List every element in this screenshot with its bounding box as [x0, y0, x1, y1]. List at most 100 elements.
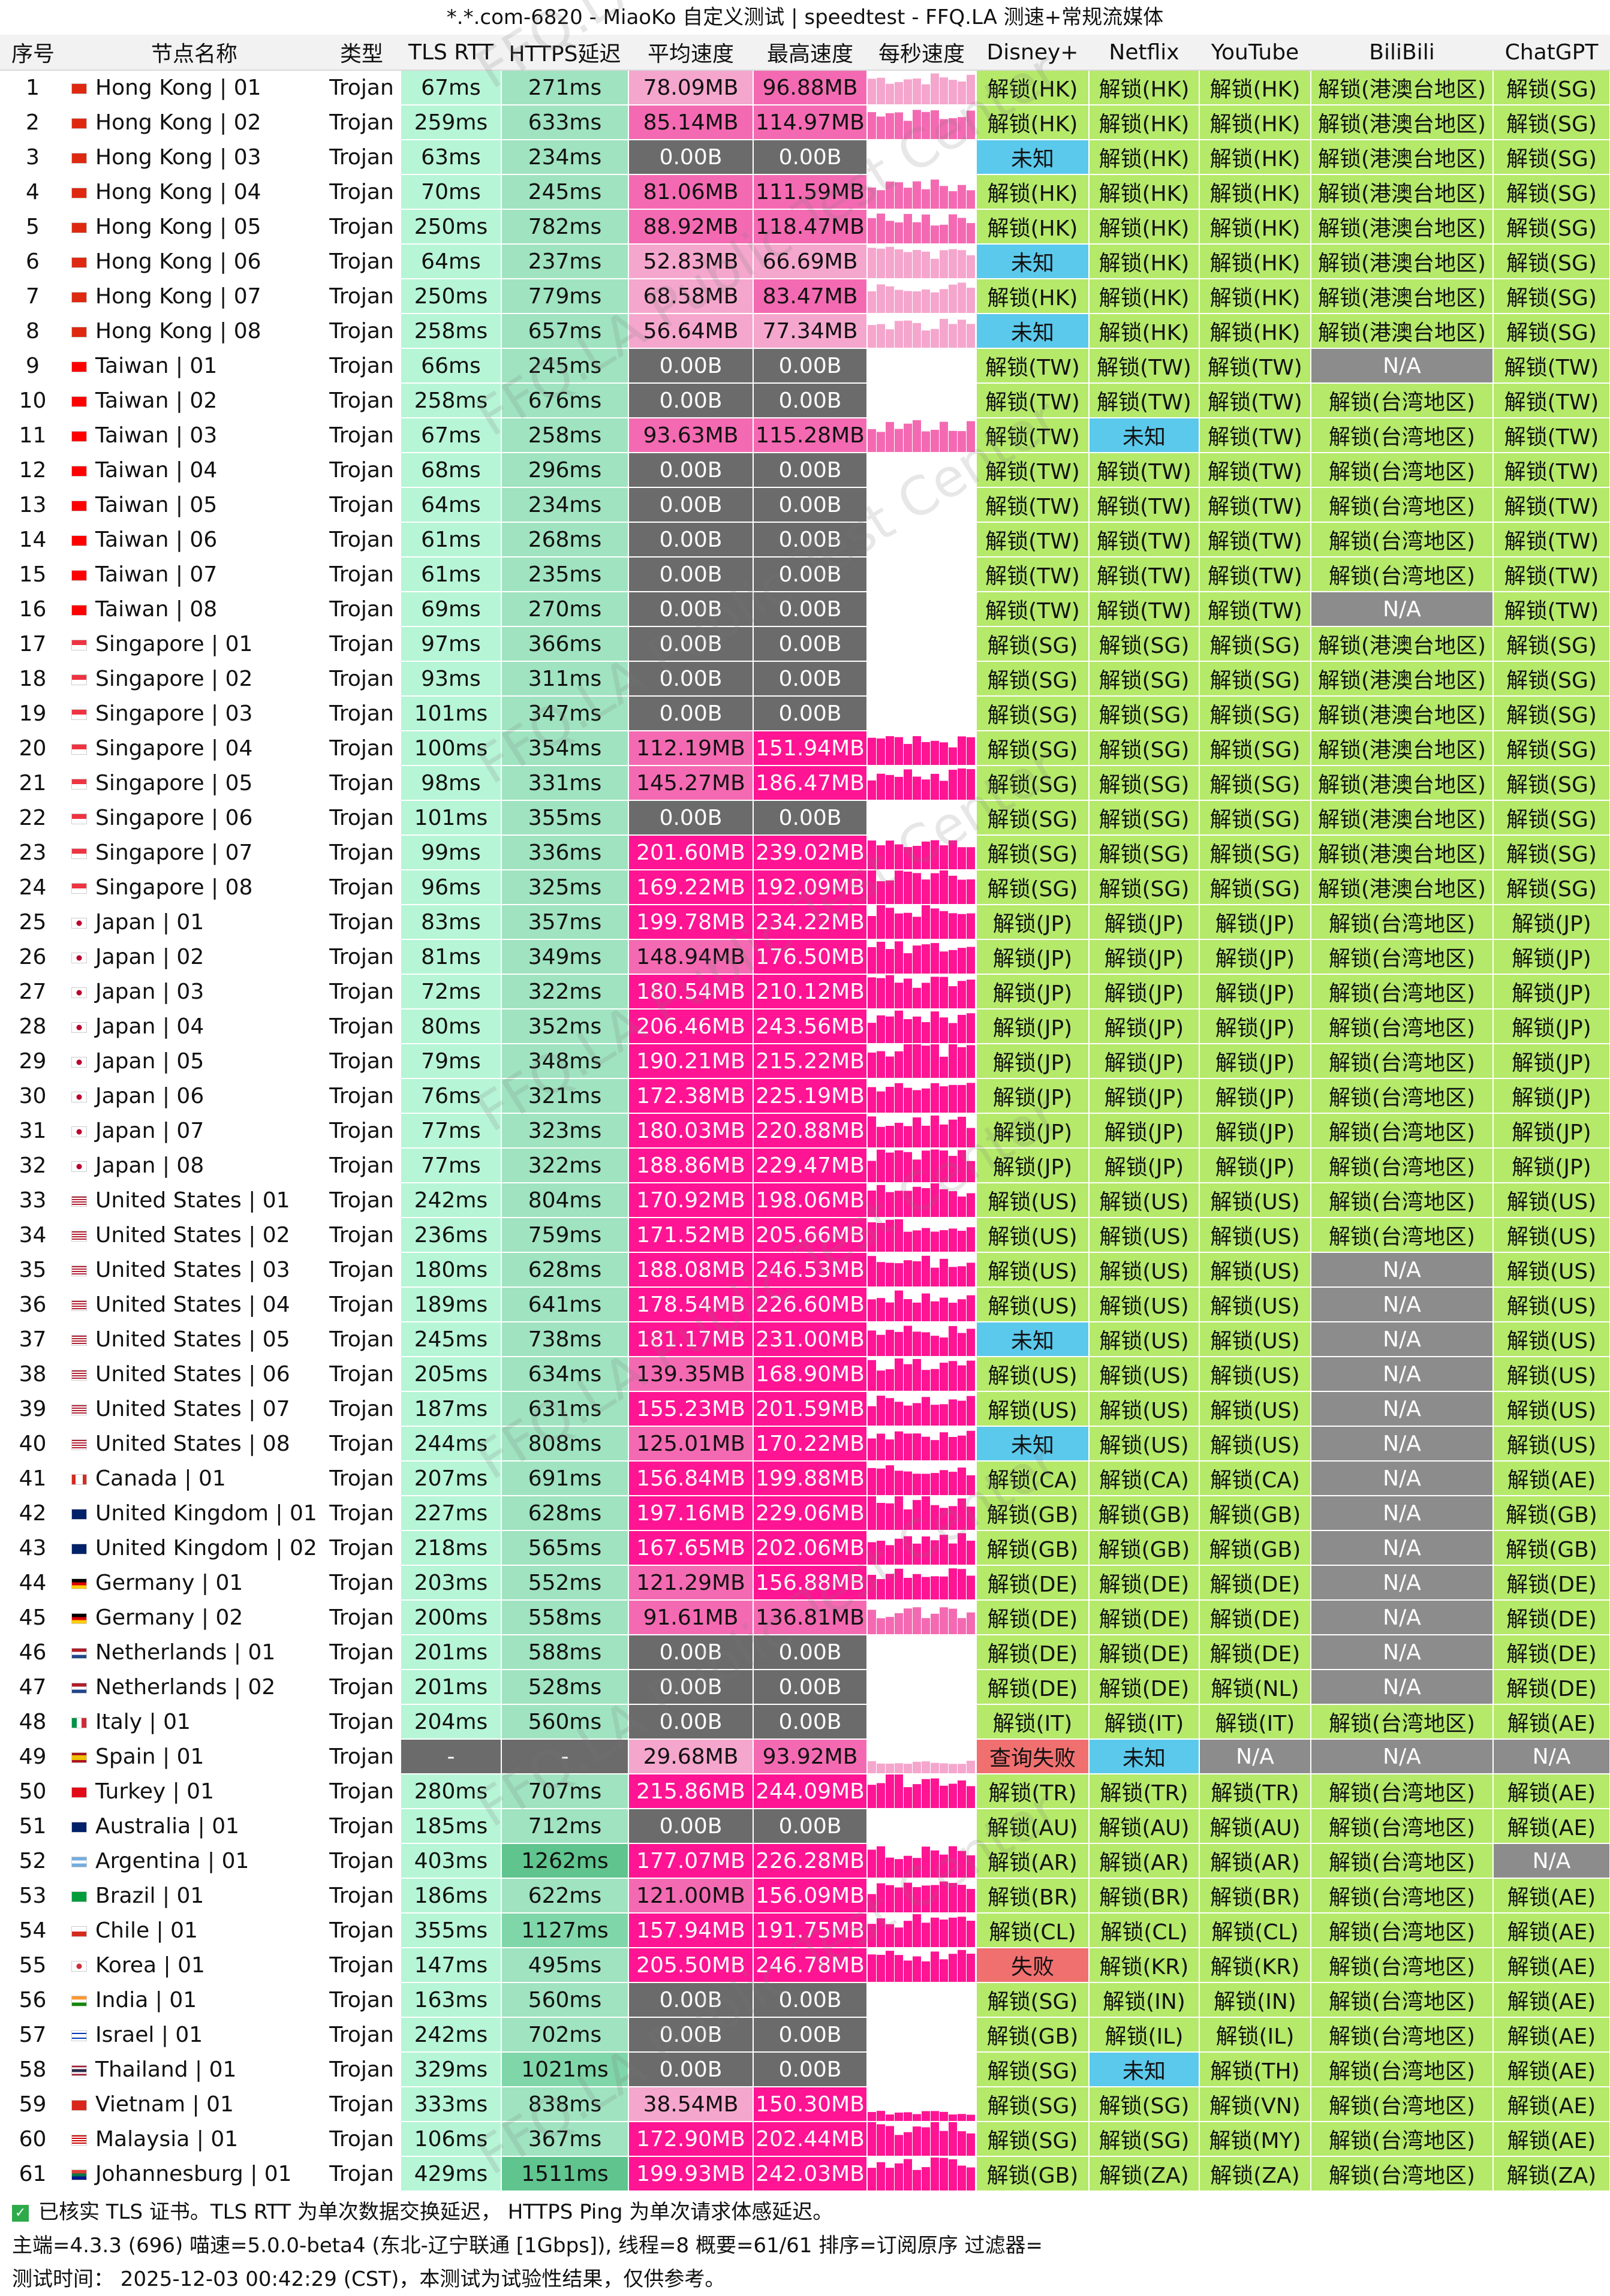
- table-row[interactable]: 23 Singapore | 07 Trojan 99ms 336ms 201.60MB 2…: [0, 835, 1610, 870]
- table-row[interactable]: 51 Australia | 01 Trojan 185ms 712ms 0.00B 0.0…: [0, 1809, 1610, 1844]
- protocol-type: Trojan: [323, 1878, 401, 1914]
- table-row[interactable]: 45 Germany | 02 Trojan 200ms 558ms 91.61MB 136…: [0, 1600, 1610, 1635]
- table-row[interactable]: 17 Singapore | 01 Trojan 97ms 366ms 0.00B 0.00…: [0, 626, 1610, 662]
- sparkline-bar: [868, 916, 876, 938]
- col-header-tls[interactable]: TLS RTT: [401, 35, 501, 71]
- row-number: 40: [0, 1426, 67, 1462]
- table-row[interactable]: 24 Singapore | 08 Trojan 96ms 325ms 169.22MB 1…: [0, 870, 1610, 905]
- table-row[interactable]: 9 Taiwan | 01 Trojan 66ms 245ms 0.00B 0.00B 解锁(…: [0, 348, 1610, 384]
- table-row[interactable]: 39 United States | 07 Trojan 187ms 631ms 155.…: [0, 1391, 1610, 1427]
- table-row[interactable]: 18 Singapore | 02 Trojan 93ms 311ms 0.00B 0.00…: [0, 661, 1610, 697]
- table-row[interactable]: 32 Japan | 08 Trojan 77ms 322ms 188.86MB 229.4…: [0, 1148, 1610, 1183]
- sparkline-bar: [949, 2122, 957, 2155]
- table-row[interactable]: 16 Taiwan | 08 Trojan 69ms 270ms 0.00B 0.00B 解锁…: [0, 592, 1610, 627]
- row-number: 61: [0, 2156, 67, 2192]
- sparkline-bar: [868, 1849, 876, 1877]
- bili-unlock-cell: N/A: [1311, 1600, 1494, 1635]
- sparkline-bar: [904, 912, 912, 938]
- table-row[interactable]: 14 Taiwan | 06 Trojan 61ms 268ms 0.00B 0.00B 解锁…: [0, 522, 1610, 558]
- speed-sparkline: [867, 1009, 977, 1044]
- table-row[interactable]: 15 Taiwan | 07 Trojan 61ms 235ms 0.00B 0.00B 解锁…: [0, 557, 1610, 592]
- col-header-max[interactable]: 最高速度: [753, 35, 867, 71]
- max-speed-cell: 170.22MB: [753, 1426, 868, 1462]
- sparkline-bar: [940, 1363, 948, 1390]
- table-row[interactable]: 42 United Kingdom | 01 Trojan 227ms 628ms 197…: [0, 1496, 1610, 1531]
- table-row[interactable]: 57 Israel | 01 Trojan 242ms 702ms 0.00B 0.00B 解…: [0, 2017, 1610, 2053]
- table-row[interactable]: 59 Vietnam | 01 Trojan 333ms 838ms 38.54MB 150…: [0, 2087, 1610, 2122]
- table-row[interactable]: 21 Singapore | 05 Trojan 98ms 331ms 145.27MB 1…: [0, 766, 1610, 801]
- https-latency-cell: 622ms: [501, 1878, 629, 1914]
- table-row[interactable]: 3 Hong Kong | 03 Trojan 63ms 234ms 0.00B 0.00B…: [0, 140, 1610, 175]
- table-row[interactable]: 46 Netherlands | 01 Trojan 201ms 588ms 0.00B 0…: [0, 1635, 1610, 1670]
- table-row[interactable]: 48 Italy | 01 Trojan 204ms 560ms 0.00B 0.00B 解锁…: [0, 1704, 1610, 1740]
- col-header-avg[interactable]: 平均速度: [628, 35, 753, 71]
- table-row[interactable]: 5 Hong Kong | 05 Trojan 250ms 782ms 88.92MB 11…: [0, 209, 1610, 245]
- sparkline-bar: [931, 1762, 939, 1773]
- table-row[interactable]: 30 Japan | 06 Trojan 76ms 321ms 172.38MB 225.1…: [0, 1078, 1610, 1114]
- table-row[interactable]: 37 United States | 05 Trojan 245ms 738ms 181.…: [0, 1322, 1610, 1357]
- protocol-type: Trojan: [323, 974, 401, 1010]
- table-row[interactable]: 58 Thailand | 01 Trojan 329ms 1021ms 0.00B 0.0…: [0, 2052, 1610, 2087]
- table-row[interactable]: 20 Singapore | 04 Trojan 100ms 354ms 112.19MB…: [0, 731, 1610, 766]
- table-row[interactable]: 19 Singapore | 03 Trojan 101ms 347ms 0.00B 0.0…: [0, 696, 1610, 731]
- table-row[interactable]: 26 Japan | 02 Trojan 81ms 349ms 148.94MB 176.5…: [0, 939, 1610, 975]
- sparkline-bar: [895, 983, 903, 1008]
- table-row[interactable]: 31 Japan | 07 Trojan 77ms 323ms 180.03MB 220.8…: [0, 1113, 1610, 1149]
- col-header-node[interactable]: 节点名称: [66, 35, 323, 71]
- netflix-unlock-cell: 解锁(US): [1089, 1218, 1200, 1253]
- col-header-type[interactable]: 类型: [323, 35, 401, 71]
- row-number: 52: [0, 1843, 67, 1879]
- table-row[interactable]: 38 United States | 06 Trojan 205ms 634ms 139.…: [0, 1357, 1610, 1392]
- table-row[interactable]: 60 Malaysia | 01 Trojan 106ms 367ms 172.90MB 2…: [0, 2122, 1610, 2157]
- table-row[interactable]: 29 Japan | 05 Trojan 79ms 348ms 190.21MB 215.2…: [0, 1044, 1610, 1079]
- sparkline-bar: [886, 286, 894, 312]
- table-row[interactable]: 13 Taiwan | 05 Trojan 64ms 234ms 0.00B 0.00B 解锁…: [0, 487, 1610, 523]
- sparkline-bar: [922, 330, 930, 347]
- table-row[interactable]: 43 United Kingdom | 02 Trojan 218ms 565ms 167…: [0, 1530, 1610, 1566]
- bili-unlock-cell: 解锁(台湾地区): [1311, 1009, 1494, 1044]
- table-row[interactable]: 34 United States | 02 Trojan 236ms 759ms 171.…: [0, 1218, 1610, 1253]
- col-header-https[interactable]: HTTPS延迟: [501, 35, 628, 71]
- table-row[interactable]: 27 Japan | 03 Trojan 72ms 322ms 180.54MB 210.1…: [0, 974, 1610, 1010]
- table-row[interactable]: 44 Germany | 01 Trojan 203ms 552ms 121.29MB 15…: [0, 1565, 1610, 1601]
- col-header-chatgpt[interactable]: ChatGPT: [1493, 35, 1610, 71]
- table-row[interactable]: 55 Korea | 01 Trojan 147ms 495ms 205.50MB 246.…: [0, 1948, 1610, 1983]
- col-header-youtube[interactable]: YouTube: [1199, 35, 1311, 71]
- table-row[interactable]: 12 Taiwan | 04 Trojan 68ms 296ms 0.00B 0.00B 解锁…: [0, 453, 1610, 488]
- table-row[interactable]: 8 Hong Kong | 08 Trojan 258ms 657ms 56.64MB 77…: [0, 314, 1610, 349]
- table-row[interactable]: 7 Hong Kong | 07 Trojan 250ms 779ms 68.58MB 83…: [0, 279, 1610, 314]
- table-row[interactable]: 35 United States | 03 Trojan 180ms 628ms 188.…: [0, 1252, 1610, 1288]
- table-row[interactable]: 50 Turkey | 01 Trojan 280ms 707ms 215.86MB 244…: [0, 1774, 1610, 1809]
- tls-rtt-cell: 280ms: [401, 1774, 502, 1809]
- table-row[interactable]: 53 Brazil | 01 Trojan 186ms 622ms 121.00MB 156…: [0, 1878, 1610, 1914]
- table-row[interactable]: 47 Netherlands | 02 Trojan 201ms 528ms 0.00B 0…: [0, 1670, 1610, 1705]
- table-row[interactable]: 54 Chile | 01 Trojan 355ms 1127ms 157.94MB 191…: [0, 1913, 1610, 1948]
- table-row[interactable]: 52 Argentina | 01 Trojan 403ms 1262ms 177.07M…: [0, 1843, 1610, 1879]
- table-row[interactable]: 25 Japan | 01 Trojan 83ms 357ms 199.78MB 234.2…: [0, 905, 1610, 940]
- table-row[interactable]: 2 Hong Kong | 02 Trojan 259ms 633ms 85.14MB 11…: [0, 105, 1610, 140]
- table-row[interactable]: 1 Hong Kong | 01 Trojan 67ms 271ms 78.09MB 96.…: [0, 70, 1610, 106]
- col-header-persec[interactable]: 每秒速度: [867, 35, 976, 71]
- table-row[interactable]: 6 Hong Kong | 06 Trojan 64ms 237ms 52.83MB 66.…: [0, 244, 1610, 279]
- table-row[interactable]: 41 Canada | 01 Trojan 207ms 691ms 156.84MB 199…: [0, 1461, 1610, 1496]
- max-speed-cell: 0.00B: [753, 1704, 868, 1740]
- col-header-disney[interactable]: Disney+: [976, 35, 1089, 71]
- table-row[interactable]: 40 United States | 08 Trojan 244ms 808ms 125.…: [0, 1426, 1610, 1462]
- table-row[interactable]: 11 Taiwan | 03 Trojan 67ms 258ms 93.63MB 115.2…: [0, 418, 1610, 453]
- disney-unlock-cell: 解锁(HK): [976, 105, 1090, 140]
- col-header-no[interactable]: 序号: [0, 35, 66, 71]
- table-row[interactable]: 28 Japan | 04 Trojan 80ms 352ms 206.46MB 243.5…: [0, 1009, 1610, 1044]
- table-row[interactable]: 22 Singapore | 06 Trojan 101ms 355ms 0.00B 0.0…: [0, 800, 1610, 836]
- table-row[interactable]: 33 United States | 01 Trojan 242ms 804ms 170.…: [0, 1183, 1610, 1218]
- table-row[interactable]: 4 Hong Kong | 04 Trojan 70ms 245ms 81.06MB 111…: [0, 174, 1610, 210]
- node-name: United States | 07: [95, 1396, 290, 1421]
- speed-sparkline: [867, 1183, 977, 1218]
- col-header-netflix[interactable]: Netflix: [1089, 35, 1199, 71]
- table-row[interactable]: 49 Spain | 01 Trojan - -29.68MB 93.92MB 查询失败 未知…: [0, 1739, 1610, 1774]
- table-row[interactable]: 56 India | 01 Trojan 163ms 560ms 0.00B 0.00B 解锁…: [0, 1982, 1610, 2018]
- table-row[interactable]: 10 Taiwan | 02 Trojan 258ms 676ms 0.00B 0.00B 解…: [0, 383, 1610, 418]
- table-row[interactable]: 36 United States | 04 Trojan 189ms 641ms 178.…: [0, 1287, 1610, 1322]
- table-row[interactable]: 61 Johannesburg | 01 Trojan 429ms 1511ms 199.…: [0, 2156, 1610, 2192]
- flag-icon: [71, 848, 87, 859]
- col-header-bilibili[interactable]: BiliBili: [1311, 35, 1493, 71]
